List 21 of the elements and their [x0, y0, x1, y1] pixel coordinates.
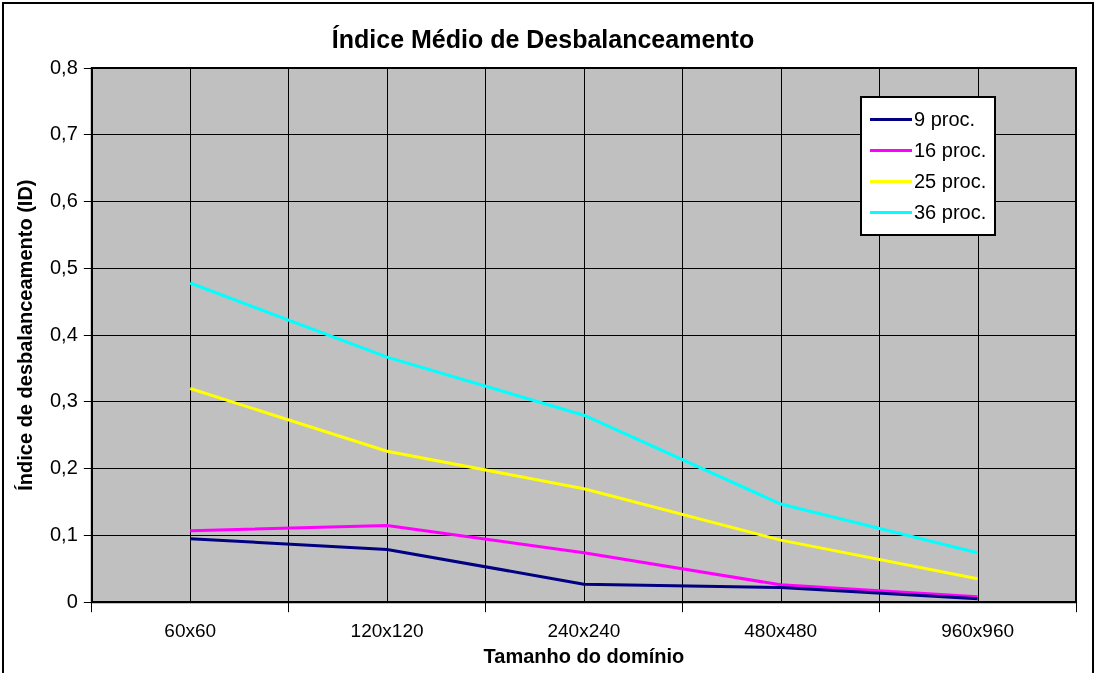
- legend-label: 36 proc.: [914, 201, 987, 224]
- x-axis-title: Tamanho do domínio: [483, 644, 685, 667]
- chart-title: Índice Médio de Desbalanceamento: [331, 24, 755, 53]
- y-tick-label: 0,3: [49, 389, 78, 412]
- x-tick-label: 480x480: [744, 619, 818, 641]
- x-tick-label: 960x960: [941, 619, 1015, 641]
- legend-label: 25 proc.: [914, 170, 987, 193]
- x-tick-label: 120x120: [350, 619, 424, 641]
- y-axis-title: Índice de desbalanceamento (ID): [13, 179, 36, 491]
- y-tick-label: 0,8: [49, 55, 78, 78]
- y-tick-label: 0: [66, 589, 78, 612]
- y-tick-label: 0,1: [49, 522, 78, 545]
- legend-label: 9 proc.: [914, 108, 976, 131]
- y-tick-label: 0,4: [49, 322, 78, 345]
- x-tick-label: 60x60: [164, 619, 217, 641]
- y-tick-label: 0,7: [49, 122, 78, 145]
- legend-label: 16 proc.: [914, 139, 987, 162]
- y-tick-label: 0,6: [49, 189, 78, 212]
- x-tick-label: 240x240: [547, 619, 621, 641]
- y-tick-label: 0,5: [49, 255, 78, 278]
- y-tick-label: 0,2: [49, 456, 78, 479]
